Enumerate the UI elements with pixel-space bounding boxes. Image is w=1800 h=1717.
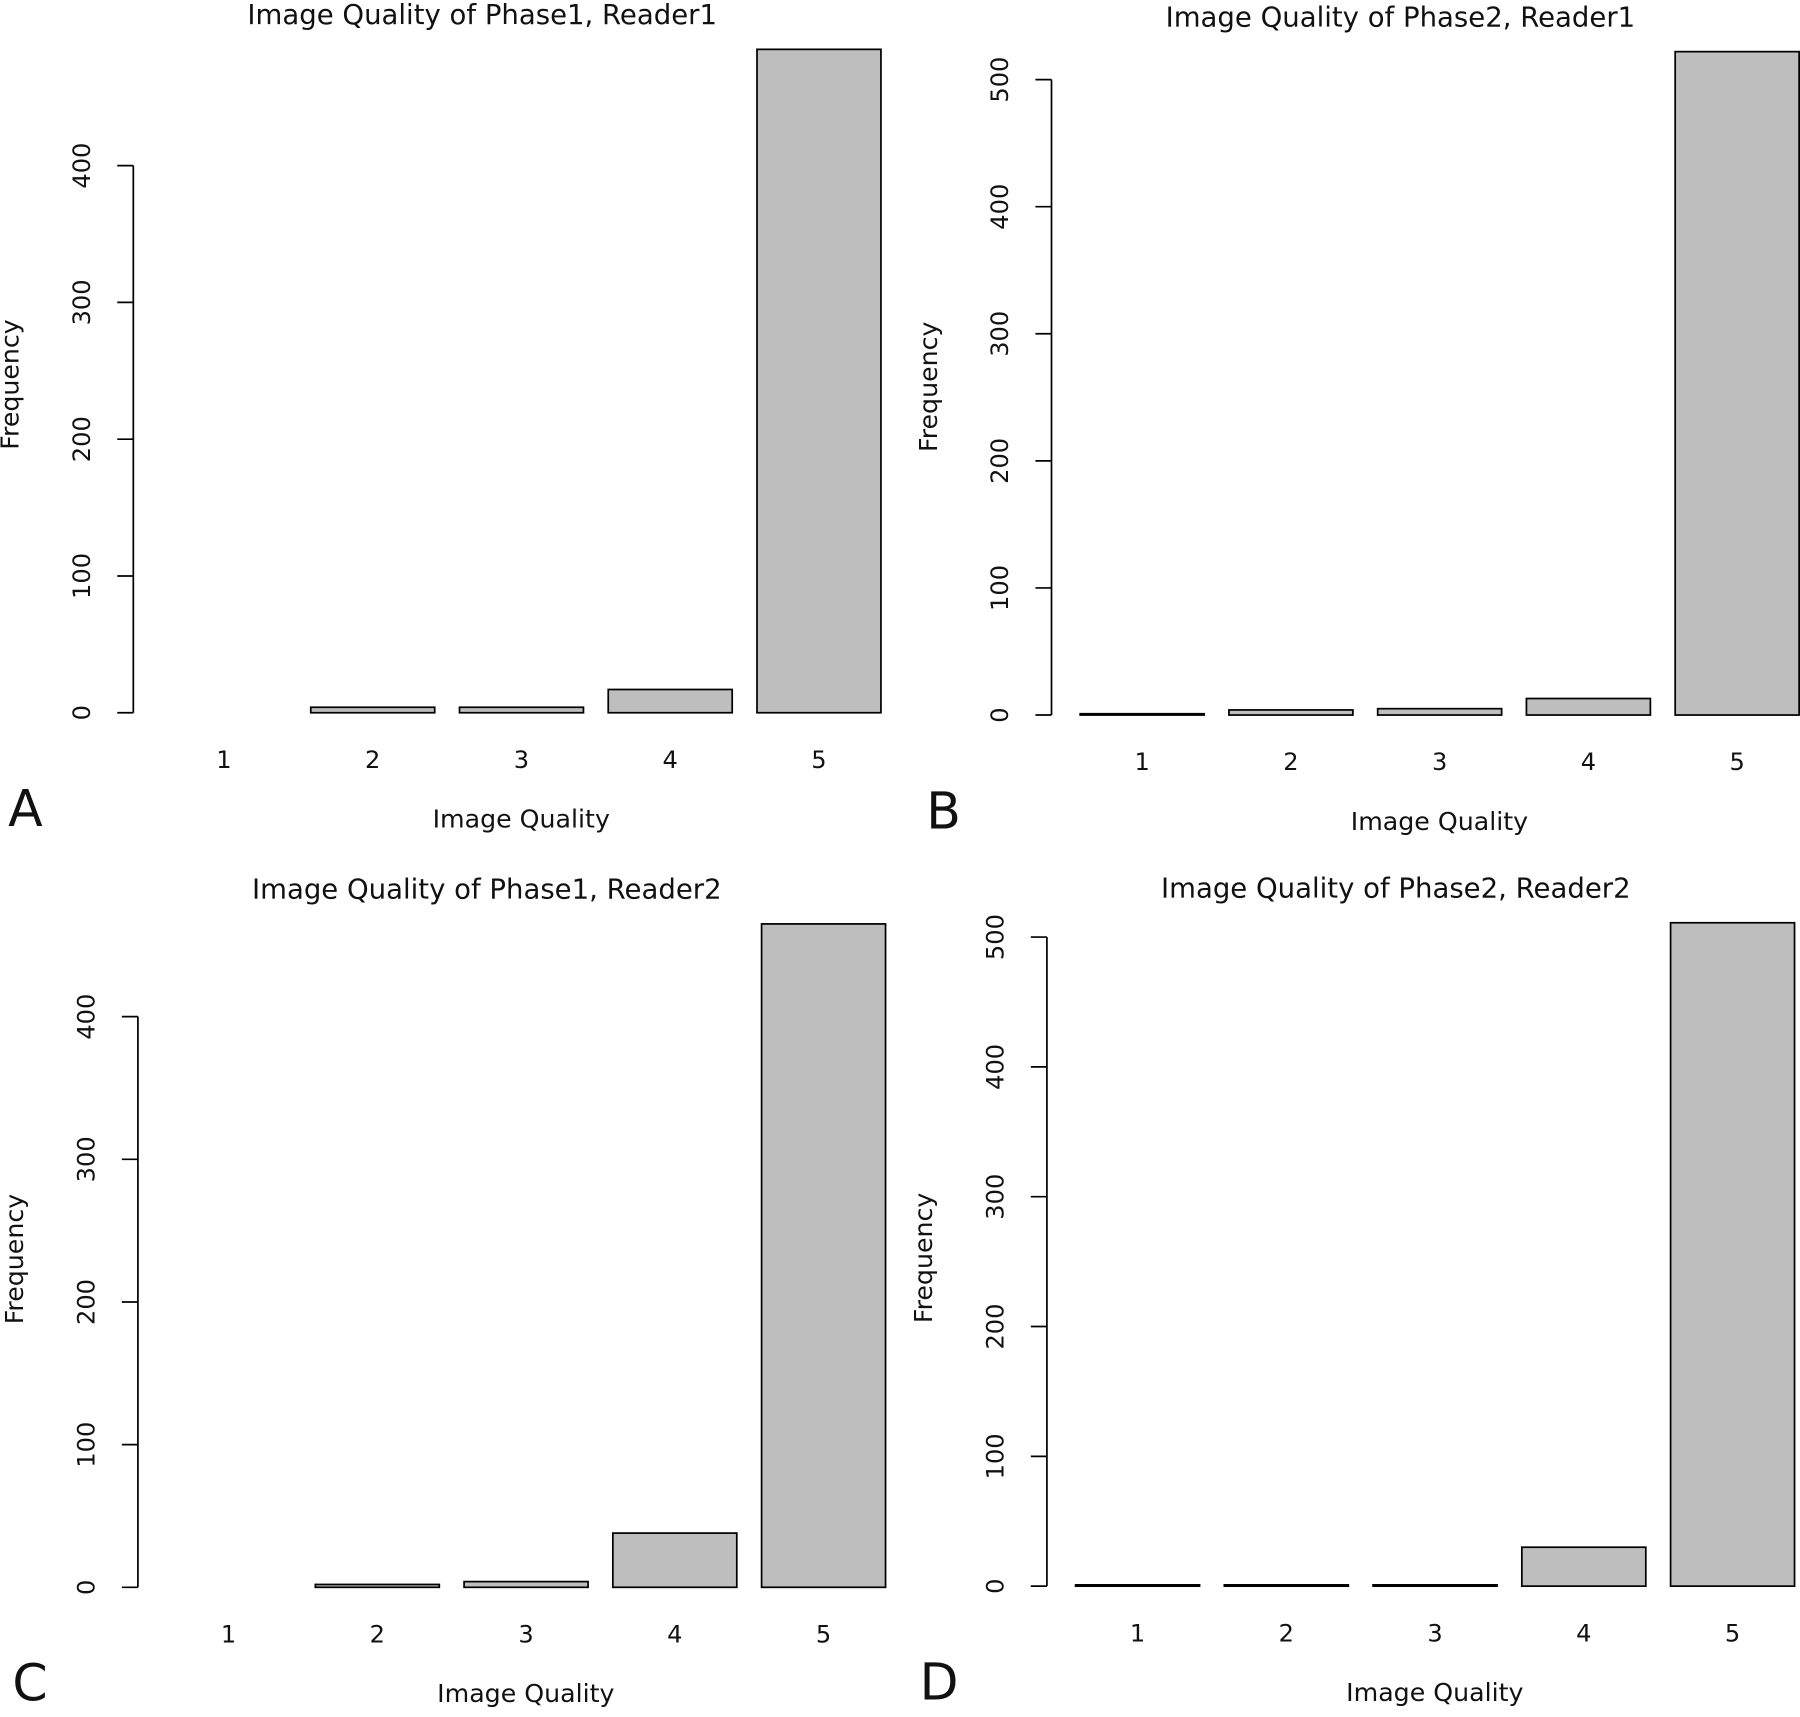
bar <box>463 1580 589 1589</box>
y-tick-label: 500 <box>986 57 1014 103</box>
y-axis-label: Frequency <box>0 1194 29 1324</box>
y-tick-label: 200 <box>68 416 96 462</box>
y-tick-label: 0 <box>981 1578 1009 1593</box>
panel: Image Quality of Phase1, Reader2 C Image Q… <box>0 874 887 1713</box>
y-tick-label: 300 <box>68 279 96 325</box>
x-tick-label: 5 <box>1729 748 1744 776</box>
y-tick-label: 500 <box>981 914 1009 960</box>
bar <box>1223 1584 1350 1588</box>
bar <box>1376 707 1503 716</box>
bar <box>756 48 882 714</box>
bar <box>1520 1546 1647 1588</box>
x-tick-label: 2 <box>1283 748 1298 776</box>
y-tick-label: 200 <box>986 438 1014 484</box>
panel-label: C <box>12 1654 47 1713</box>
y-tick-label: 100 <box>981 1433 1009 1479</box>
chart-title: Image Quality of Phase1, Reader2 <box>252 874 722 906</box>
x-tick-label: 4 <box>667 1621 682 1649</box>
y-tick-label: 300 <box>986 311 1014 357</box>
bar <box>1372 1584 1498 1588</box>
bar <box>607 688 734 714</box>
y-tick-label: 400 <box>986 184 1014 230</box>
y-tick-label: 400 <box>981 1044 1009 1090</box>
x-tick-label: 1 <box>216 746 231 774</box>
x-axis-label: Image Quality <box>433 805 610 834</box>
x-tick-label: 3 <box>514 746 529 774</box>
chart-title: Image Quality of Phase2, Reader2 <box>1161 872 1631 904</box>
y-tick-label: 400 <box>68 143 96 189</box>
bar <box>1525 697 1652 716</box>
x-tick-label: 1 <box>221 1621 236 1649</box>
bar <box>458 706 585 714</box>
bar <box>1074 1584 1201 1588</box>
y-tick-label: 0 <box>72 1580 100 1595</box>
panel: Image Quality of Phase1, Reader1 A Image Q… <box>0 0 882 838</box>
bar <box>1669 921 1796 1588</box>
x-tick-label: 1 <box>1130 1619 1145 1647</box>
bar <box>611 1532 738 1589</box>
x-axis-label: Image Quality <box>437 1679 614 1708</box>
bar <box>1079 712 1206 716</box>
y-tick-label: 100 <box>68 553 96 599</box>
x-tick-label: 5 <box>1725 1619 1740 1647</box>
x-tick-label: 4 <box>1576 1619 1591 1647</box>
panel-label: A <box>8 779 43 838</box>
panel: Image Quality of Phase2, Reader1 B Image Q… <box>914 1 1800 840</box>
y-tick-label: 0 <box>68 705 96 720</box>
y-axis-label: Frequency <box>909 1193 938 1323</box>
x-tick-label: 5 <box>816 1621 831 1649</box>
y-tick-label: 100 <box>986 565 1014 611</box>
y-axis-label: Frequency <box>0 319 25 449</box>
bar <box>314 1583 441 1589</box>
y-axis-label: Frequency <box>914 322 943 452</box>
y-tick-label: 200 <box>72 1279 100 1325</box>
x-axis-label: Image Quality <box>1346 1678 1523 1707</box>
x-tick-label: 2 <box>370 1621 385 1649</box>
x-tick-label: 5 <box>811 746 826 774</box>
y-tick-label: 0 <box>986 707 1014 722</box>
y-tick-label: 100 <box>72 1422 100 1468</box>
panel-label: B <box>926 781 961 840</box>
x-tick-label: 4 <box>663 746 678 774</box>
x-tick-label: 1 <box>1134 748 1149 776</box>
x-axis-label: Image Quality <box>1351 807 1528 836</box>
x-tick-label: 2 <box>1279 1619 1294 1647</box>
y-tick-label: 200 <box>981 1304 1009 1350</box>
bar <box>1228 709 1354 716</box>
x-tick-label: 2 <box>365 746 380 774</box>
x-tick-label: 4 <box>1581 748 1596 776</box>
y-tick-label: 300 <box>72 1136 100 1182</box>
bar <box>1674 50 1800 716</box>
y-tick-label: 300 <box>981 1174 1009 1220</box>
x-tick-label: 3 <box>518 1621 533 1649</box>
x-tick-label: 3 <box>1432 748 1447 776</box>
chart-title: Image Quality of Phase2, Reader1 <box>1166 1 1636 33</box>
bar <box>760 923 887 1589</box>
x-tick-label: 3 <box>1427 1619 1442 1647</box>
bar <box>309 706 436 714</box>
chart-title: Image Quality of Phase1, Reader1 <box>247 0 717 31</box>
panel-label: D <box>920 1653 959 1712</box>
y-tick-label: 400 <box>72 994 100 1040</box>
panel: Image Quality of Phase2, Reader2 D Image Q… <box>909 872 1796 1712</box>
